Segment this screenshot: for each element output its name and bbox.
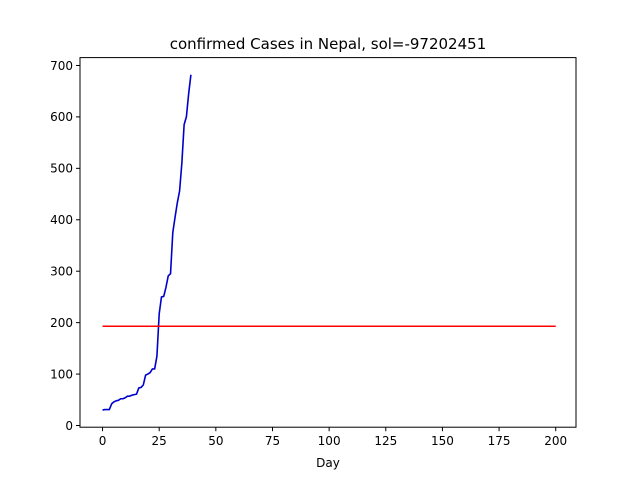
series-line-1 <box>102 74 192 411</box>
x-tick-label: 100 <box>318 434 341 448</box>
y-tick-label: 300 <box>50 265 73 279</box>
x-tick-label: 175 <box>488 434 511 448</box>
x-tick-label: 75 <box>265 434 280 448</box>
y-tick-label: 600 <box>50 110 73 124</box>
x-tick-label: 125 <box>374 434 397 448</box>
x-axis-label: Day <box>316 456 340 470</box>
y-tick-label: 700 <box>50 59 73 73</box>
y-axis: 0 100 200 300 400 500 600 700 <box>50 59 80 433</box>
x-tick-label: 0 <box>99 434 107 448</box>
x-tick-label: 50 <box>208 434 223 448</box>
x-tick-label: 150 <box>431 434 454 448</box>
chart-title: confirmed Cases in Nepal, sol=-97202451 <box>170 35 487 53</box>
x-axis: 0 25 50 75 100 125 150 175 200 <box>99 427 567 448</box>
x-tick-label: 25 <box>152 434 167 448</box>
y-tick-label: 100 <box>50 367 73 381</box>
y-tick-label: 400 <box>50 213 73 227</box>
x-tick-label: 200 <box>544 434 567 448</box>
y-tick-label: 500 <box>50 162 73 176</box>
y-tick-label: 200 <box>50 316 73 330</box>
plot-frame <box>79 57 577 428</box>
series-layer <box>102 74 556 411</box>
y-tick-label: 0 <box>65 419 73 433</box>
